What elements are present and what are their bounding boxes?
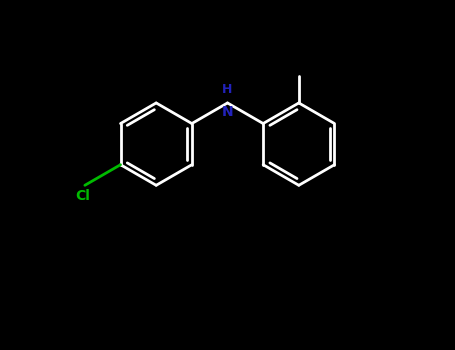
Text: H: H <box>222 83 233 96</box>
Text: N: N <box>222 105 233 119</box>
Text: Cl: Cl <box>76 189 90 203</box>
